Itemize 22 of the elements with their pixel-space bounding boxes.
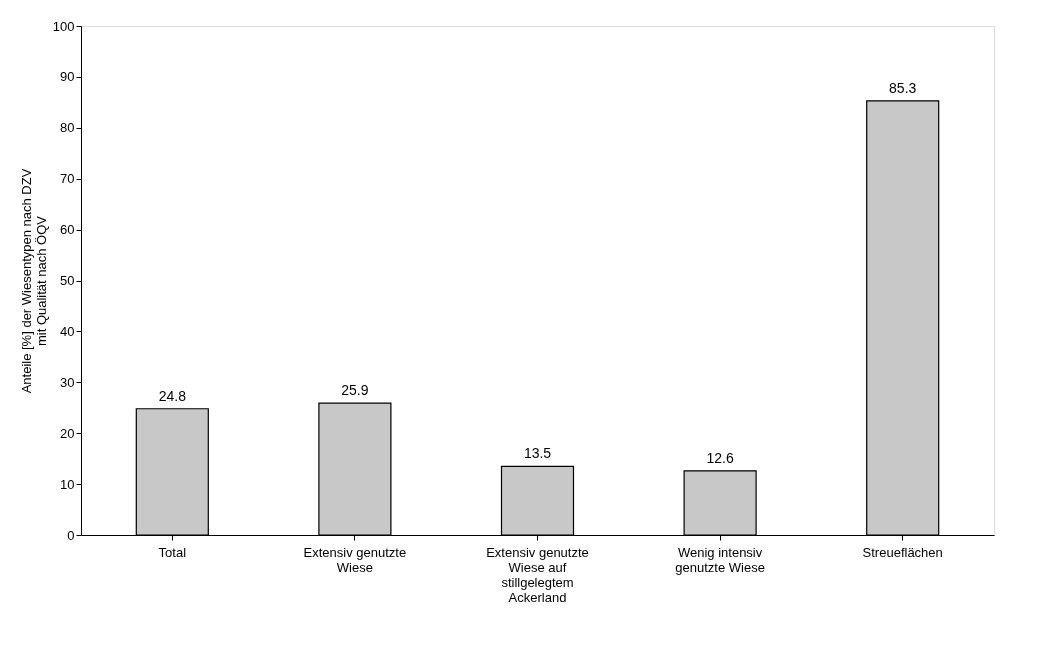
- data-label: 13.5: [523, 445, 552, 462]
- y-tick-label: 90: [60, 69, 75, 85]
- y-tick-label: 80: [60, 120, 75, 136]
- y-axis-title: Anteile [%] der Wiesentypen nach DZV mit Qualität nach ÖQV: [18, 168, 49, 394]
- y-tick-label: 60: [60, 222, 75, 238]
- y-tick-label: 10: [60, 476, 75, 492]
- data-label: 25.9: [341, 382, 369, 399]
- y-tick-label: 50: [60, 273, 75, 288]
- x-tick-label: Total: [158, 544, 187, 560]
- y-tick-label: 30: [60, 374, 75, 390]
- data-label: 85.3: [889, 79, 917, 96]
- y-tick-label: 20: [60, 425, 75, 441]
- data-label: 24.8: [158, 387, 187, 404]
- y-tick-label: 40: [60, 323, 75, 339]
- x-tick-label: Streueflächen: [862, 544, 943, 560]
- data-label: 12.6: [706, 449, 734, 466]
- y-tick-label: 100: [52, 18, 75, 34]
- x-tick-label: Extensiv genutzte Wiese: [303, 544, 407, 575]
- y-tick-label: 70: [60, 171, 75, 187]
- x-tick-label: Extensiv genutzte Wiese auf stillgelegtem Ackerland: [486, 544, 589, 605]
- y-tick-label: 0: [67, 527, 75, 543]
- x-tick-label: Wenig intensiv genutzte Wiese: [675, 544, 765, 575]
